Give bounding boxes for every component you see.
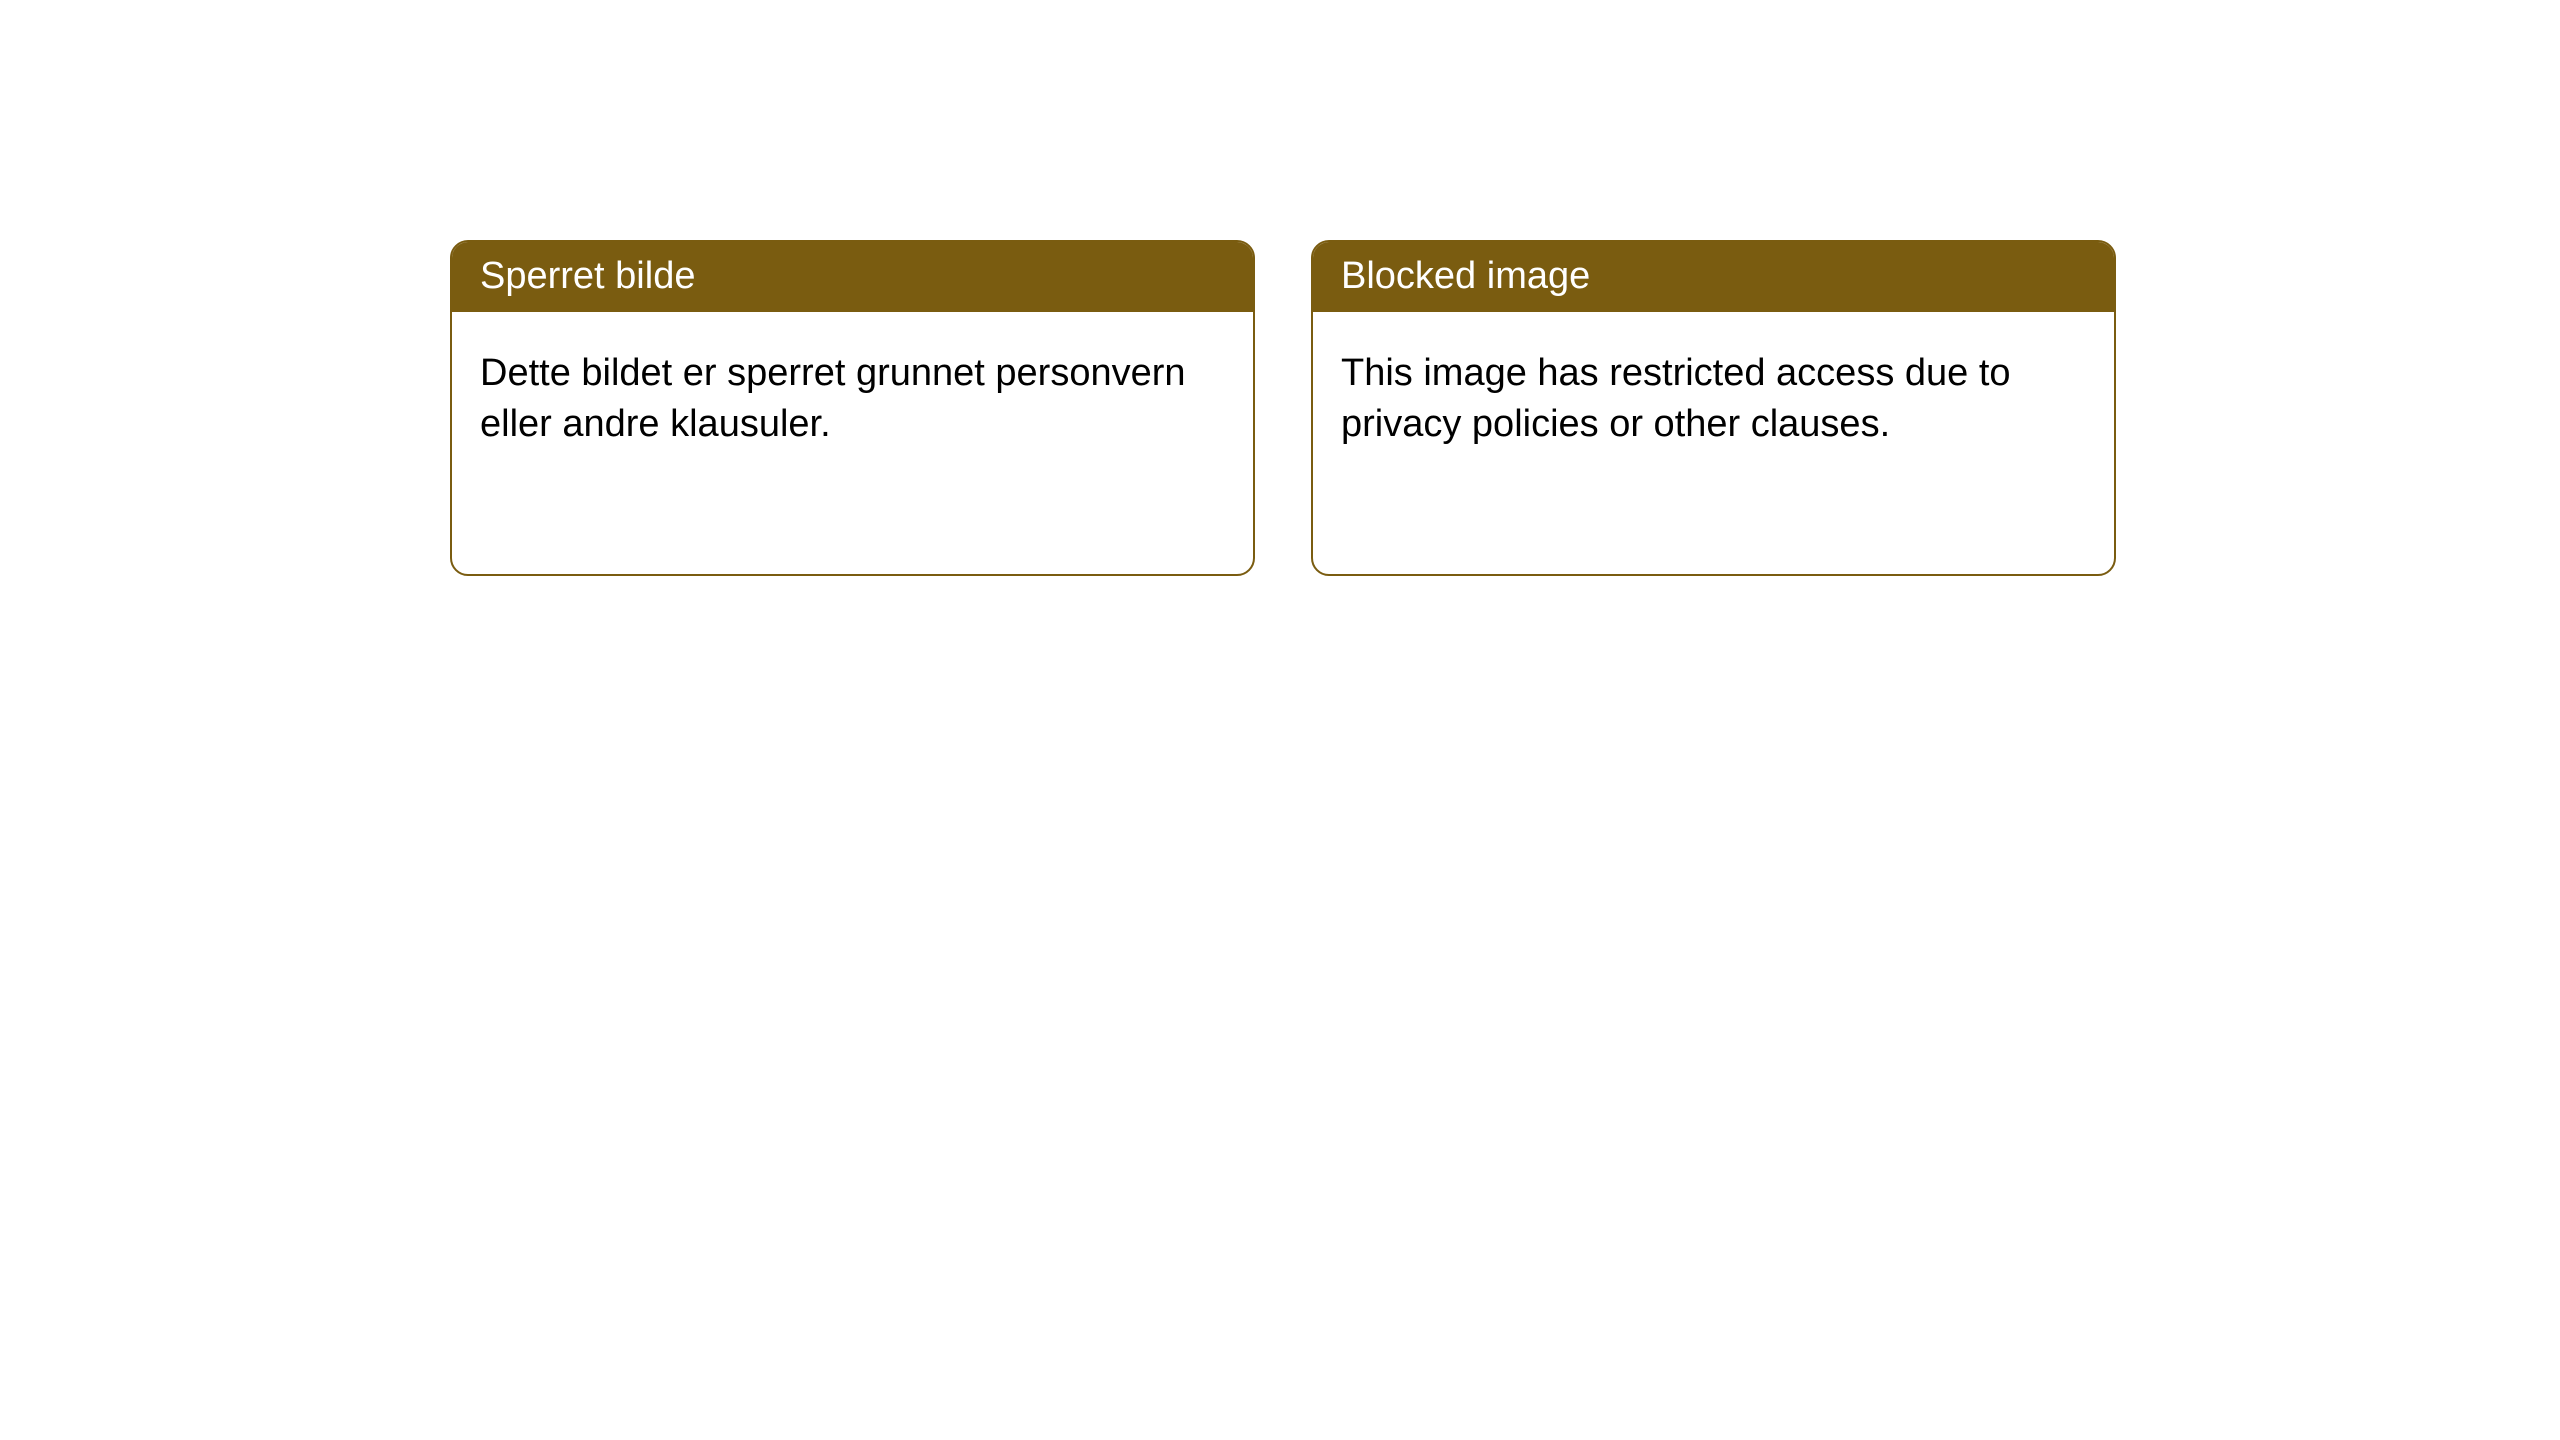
notice-cards-container: Sperret bilde Dette bildet er sperret gr… (450, 240, 2116, 576)
card-body: This image has restricted access due to … (1313, 312, 2114, 487)
card-title: Blocked image (1341, 255, 1590, 297)
card-header: Sperret bilde (452, 242, 1253, 312)
card-header: Blocked image (1313, 242, 2114, 312)
card-body: Dette bildet er sperret grunnet personve… (452, 312, 1253, 487)
card-title: Sperret bilde (480, 255, 695, 297)
card-body-text: Dette bildet er sperret grunnet personve… (480, 352, 1186, 445)
notice-card-norwegian: Sperret bilde Dette bildet er sperret gr… (450, 240, 1255, 576)
notice-card-english: Blocked image This image has restricted … (1311, 240, 2116, 576)
card-body-text: This image has restricted access due to … (1341, 352, 2011, 445)
